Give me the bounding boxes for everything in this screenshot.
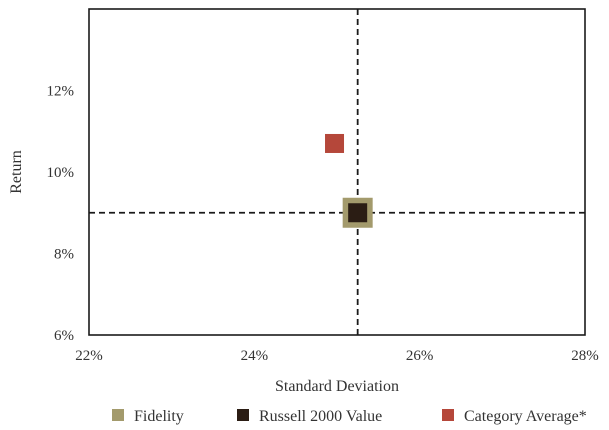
- legend: Fidelity Russell 2000 Value Category Avera…: [112, 408, 587, 425]
- legend-swatch-fidelity: [112, 409, 124, 421]
- y-tick-label: 10%: [47, 165, 75, 181]
- data-points: [325, 133, 373, 228]
- x-tick-label: 22%: [75, 348, 103, 364]
- legend-swatch-category-average: [442, 409, 454, 421]
- x-tick-label: 24%: [241, 348, 269, 364]
- y-axis-ticks: 6% 8% 10% 12%: [47, 84, 75, 345]
- y-tick-label: 8%: [54, 247, 74, 263]
- plot-area-frame: [88, 8, 586, 336]
- legend-label-russell-2000-value: Russell 2000 Value: [259, 408, 382, 425]
- x-axis-label: Standard Deviation: [275, 378, 399, 395]
- y-tick-label: 12%: [47, 84, 75, 100]
- point-category-average: [325, 133, 345, 153]
- y-axis-label: Return: [8, 150, 25, 194]
- x-tick-label: 26%: [406, 348, 434, 364]
- x-tick-label: 28%: [571, 348, 599, 364]
- legend-swatch-russell-2000-value: [237, 409, 249, 421]
- x-axis-ticks: 22% 24% 26% 28%: [75, 348, 599, 364]
- legend-label-category-average: Category Average*: [464, 408, 587, 425]
- point-russell-2000-value: [348, 203, 368, 223]
- y-tick-label: 6%: [54, 328, 74, 344]
- legend-label-fidelity: Fidelity: [134, 408, 184, 425]
